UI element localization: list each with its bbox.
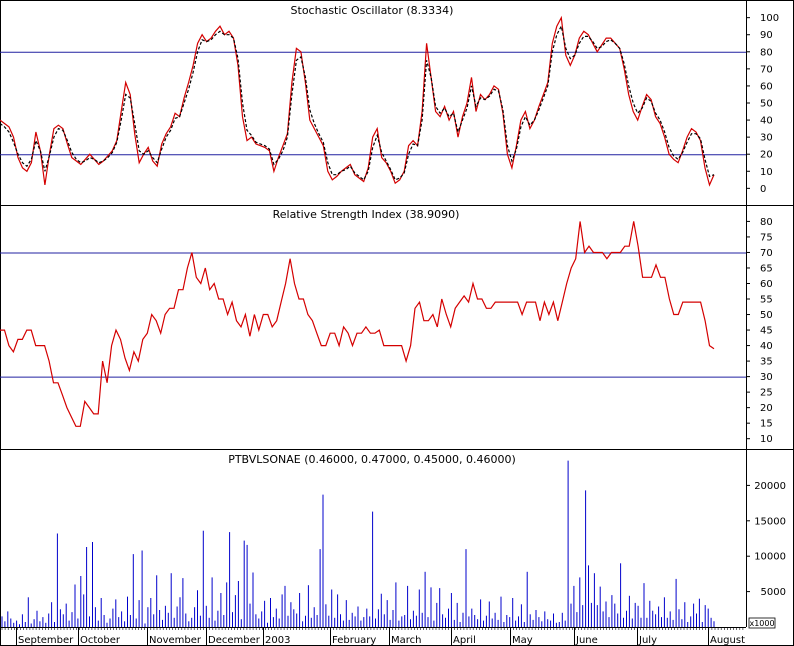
stochastic-tick-label: 50 bbox=[760, 99, 773, 110]
stochastic-y-axis: 0 10 20 30 40 50 60 70 80 90 100 bbox=[746, 13, 779, 195]
rsi-tick-label: 60 bbox=[760, 279, 773, 290]
volume-tick-label: 10000 bbox=[754, 552, 786, 563]
volume-unit-label: x1000 bbox=[748, 617, 776, 629]
volume-tick-label: 20000 bbox=[754, 481, 786, 492]
stochastic-tick-label: 30 bbox=[760, 133, 773, 144]
x-axis-label: April bbox=[453, 635, 476, 646]
rsi-series bbox=[0, 221, 715, 427]
stochastic-series-solid-0 bbox=[0, 15, 715, 187]
rsi-tick-label: 10 bbox=[760, 434, 773, 445]
stochastic-tick-label: 10 bbox=[760, 167, 773, 178]
stochastic-tick-label: 20 bbox=[760, 150, 773, 161]
stochastic-tick-label: 40 bbox=[760, 116, 773, 127]
rsi-tick-label: 50 bbox=[760, 310, 773, 321]
rsi-tick-label: 30 bbox=[760, 372, 773, 383]
stochastic-reference-lines bbox=[0, 51, 746, 156]
rsi-tick-label: 70 bbox=[760, 248, 773, 259]
volume-tick-label: 5000 bbox=[761, 587, 786, 598]
rsi-tick-label: 45 bbox=[760, 326, 773, 337]
rsi-tick-label: 15 bbox=[760, 419, 773, 430]
rsi-series-line-0 bbox=[0, 221, 715, 427]
x-axis-label: June bbox=[575, 635, 598, 646]
rsi-tick-label: 35 bbox=[760, 357, 773, 368]
x-axis-label: December bbox=[208, 635, 261, 646]
stochastic-tick-label: 100 bbox=[760, 13, 779, 24]
volume-y-axis: 5000 10000 15000 20000 bbox=[746, 481, 786, 598]
rsi-tick-label: 65 bbox=[760, 263, 773, 274]
x-axis-label: October bbox=[80, 635, 121, 646]
rsi-tick-label: 25 bbox=[760, 388, 773, 399]
x-axis-label: September bbox=[18, 635, 74, 646]
stochastic-tick-label: 0 bbox=[760, 184, 766, 195]
volume-tick-label: 15000 bbox=[754, 516, 786, 527]
rsi-title: Relative Strength Index (38.9090) bbox=[273, 208, 460, 221]
x-axis-label: February bbox=[332, 635, 376, 646]
rsi-tick-label: 80 bbox=[760, 217, 773, 228]
x-axis-label: July bbox=[638, 635, 657, 646]
volume-title: PTBVLSONAE (0.46000, 0.47000, 0.45000, 0… bbox=[228, 453, 516, 466]
stochastic-series-dashed-1 bbox=[0, 24, 715, 181]
rsi-tick-label: 55 bbox=[760, 295, 773, 306]
stochastic-tick-label: 70 bbox=[760, 64, 773, 75]
stochastic-title: Stochastic Oscillator (8.3334) bbox=[291, 4, 454, 17]
stochastic-tick-label: 90 bbox=[760, 30, 773, 41]
stochastic-tick-label: 60 bbox=[760, 81, 773, 92]
x-axis-label: May bbox=[512, 635, 533, 646]
stochastic-tick-label: 80 bbox=[760, 47, 773, 58]
x-axis-label: 2003 bbox=[265, 635, 290, 646]
volume-bars bbox=[1, 460, 715, 627]
rsi-y-axis: 10 15 20 25 30 35 40 45 50 55 60 65 70 75 80 bbox=[746, 217, 773, 445]
x-axis-label: March bbox=[391, 635, 421, 646]
x-axis: September October November December 2003 Febr… bbox=[1, 627, 745, 646]
rsi-reference-lines bbox=[0, 252, 746, 378]
x-axis-label: November bbox=[149, 635, 202, 646]
svg-text:x1000: x1000 bbox=[749, 619, 774, 628]
rsi-tick-label: 75 bbox=[760, 232, 773, 243]
stochastic-series bbox=[0, 15, 715, 187]
x-axis-label: August bbox=[710, 635, 745, 646]
rsi-tick-label: 20 bbox=[760, 403, 773, 414]
rsi-tick-label: 40 bbox=[760, 341, 773, 352]
